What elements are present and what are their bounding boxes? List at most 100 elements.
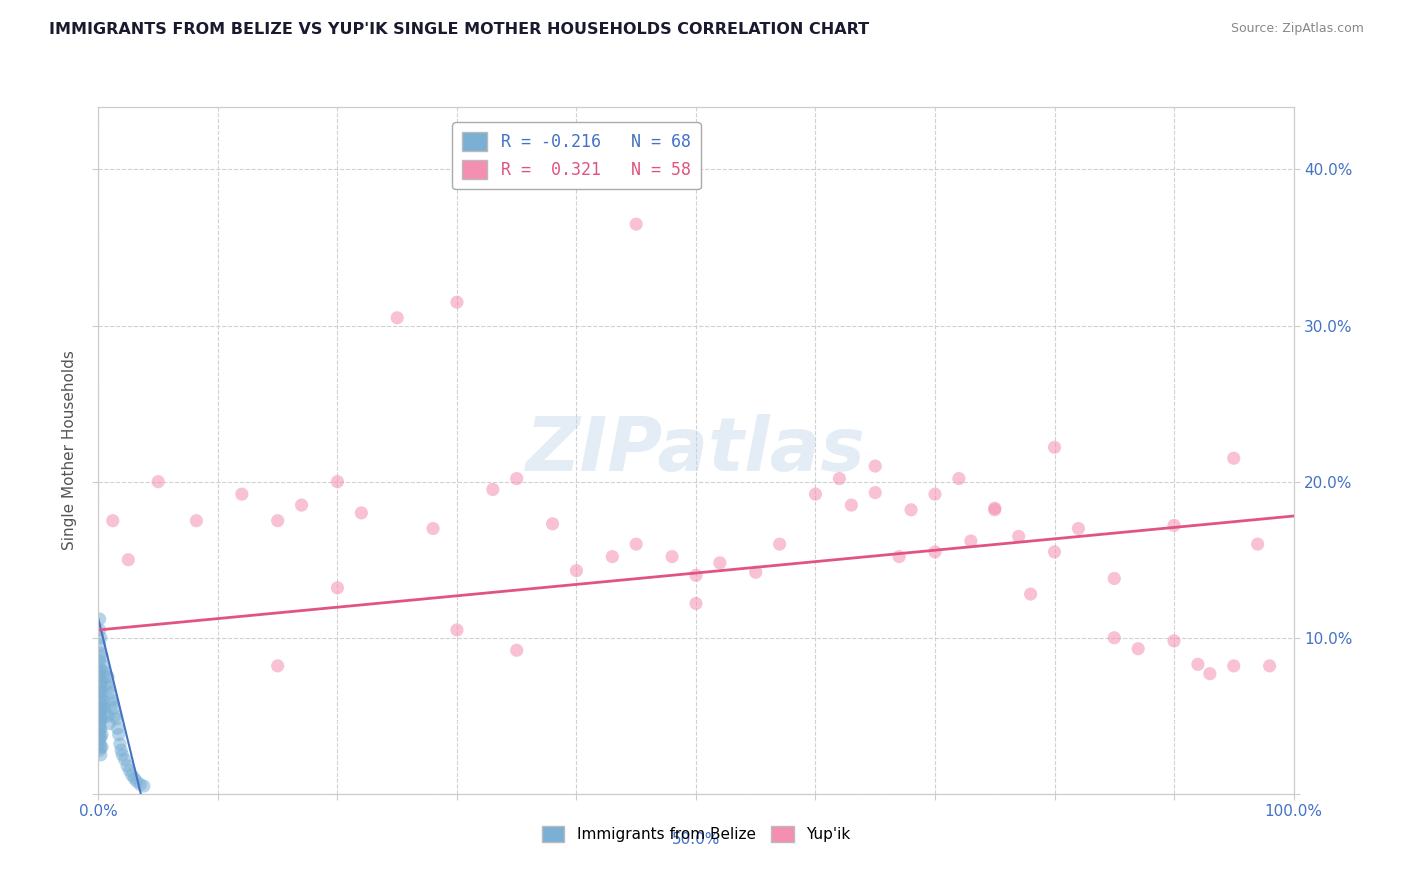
Point: [1223, 451, 1246, 466]
Point: [105, 712, 128, 726]
Point: [924, 487, 946, 501]
Point: [231, 487, 253, 501]
Point: [685, 596, 707, 610]
Point: [602, 549, 624, 564]
Point: [91, 740, 114, 755]
Point: [565, 564, 588, 578]
Point: [186, 514, 208, 528]
Point: [89, 623, 111, 637]
Point: [267, 658, 290, 673]
Point: [89, 681, 111, 695]
Point: [90, 662, 112, 676]
Point: [89, 743, 111, 757]
Point: [1163, 633, 1185, 648]
Point: [89, 732, 111, 747]
Point: [506, 471, 529, 485]
Point: [93, 665, 115, 680]
Point: [89, 712, 111, 726]
Point: [1199, 666, 1222, 681]
Point: [132, 779, 155, 793]
Point: [101, 514, 124, 528]
Point: [129, 778, 152, 792]
Point: [89, 728, 111, 742]
Text: IMMIGRANTS FROM BELIZE VS YUP'IK SINGLE MOTHER HOUSEHOLDS CORRELATION CHART: IMMIGRANTS FROM BELIZE VS YUP'IK SINGLE …: [49, 22, 869, 37]
Point: [104, 708, 127, 723]
Point: [100, 693, 122, 707]
Point: [1067, 521, 1090, 535]
Point: [889, 549, 911, 564]
Point: [108, 737, 131, 751]
Point: [89, 639, 111, 653]
Point: [90, 740, 112, 755]
Point: [91, 712, 114, 726]
Point: [948, 471, 970, 485]
Point: [90, 731, 112, 745]
Point: [114, 753, 136, 767]
Point: [984, 502, 1007, 516]
Point: [90, 690, 112, 705]
Point: [422, 521, 444, 535]
Point: [89, 701, 111, 715]
Point: [1043, 440, 1066, 454]
Point: [97, 670, 120, 684]
Point: [326, 581, 349, 595]
Legend: Immigrants from Belize, Yup'ik: Immigrants from Belize, Yup'ik: [536, 820, 856, 848]
Point: [1043, 545, 1066, 559]
Point: [96, 678, 118, 692]
Point: [98, 685, 122, 699]
Point: [804, 487, 827, 501]
Y-axis label: Single Mother Households: Single Mother Households: [62, 351, 77, 550]
Point: [828, 471, 851, 485]
Point: [1104, 571, 1126, 585]
Point: [91, 701, 114, 715]
Point: [1247, 537, 1270, 551]
Point: [1187, 657, 1209, 672]
Point: [506, 643, 529, 657]
Point: [960, 533, 983, 548]
Point: [91, 728, 114, 742]
Point: [89, 716, 111, 731]
Point: [89, 696, 111, 710]
Point: [97, 708, 120, 723]
Point: [350, 506, 373, 520]
Point: [1163, 518, 1185, 533]
Point: [91, 693, 114, 707]
Point: [924, 545, 946, 559]
Point: [685, 568, 707, 582]
Point: [125, 774, 148, 789]
Point: [1128, 641, 1150, 656]
Point: [93, 701, 115, 715]
Point: [89, 612, 111, 626]
Point: [841, 498, 863, 512]
Point: [91, 649, 114, 664]
Point: [94, 706, 117, 720]
Point: [89, 654, 111, 668]
Point: [1223, 658, 1246, 673]
Point: [1008, 529, 1031, 543]
Point: [107, 728, 129, 742]
Point: [768, 537, 790, 551]
Point: [291, 498, 314, 512]
Point: [124, 771, 146, 786]
Point: [89, 685, 111, 699]
Point: [89, 708, 111, 723]
Point: [90, 646, 112, 660]
Point: [115, 758, 138, 772]
Text: 50.0%: 50.0%: [672, 831, 720, 847]
Point: [709, 556, 731, 570]
Point: [89, 721, 111, 735]
Point: [91, 685, 114, 699]
Point: [90, 721, 112, 735]
Point: [984, 501, 1007, 516]
Point: [110, 743, 132, 757]
Text: ZIPatlas: ZIPatlas: [526, 414, 866, 487]
Point: [90, 701, 112, 715]
Point: [118, 764, 141, 778]
Point: [117, 552, 139, 567]
Point: [89, 693, 111, 707]
Point: [107, 721, 129, 735]
Point: [267, 514, 290, 528]
Point: [745, 566, 768, 580]
Point: [89, 737, 111, 751]
Point: [626, 537, 648, 551]
